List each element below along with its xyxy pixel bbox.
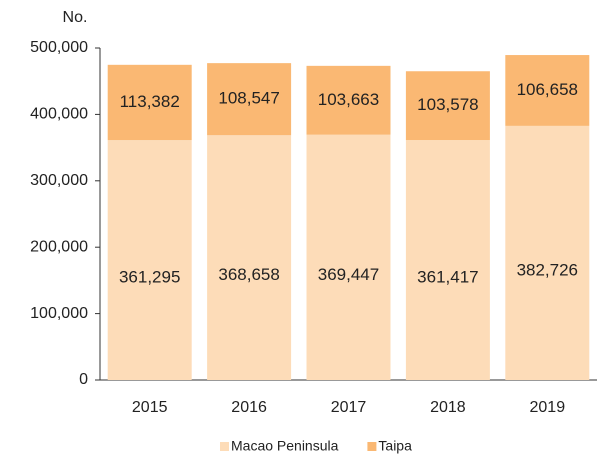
value-label: 369,447: [318, 265, 379, 284]
legend-label: Taipa: [378, 438, 412, 454]
bar-segment: [505, 55, 590, 126]
value-label: 368,658: [218, 265, 279, 284]
value-label: 108,547: [218, 89, 279, 108]
legend-swatch: [367, 442, 377, 451]
bar-segment: [107, 64, 192, 141]
value-label: 103,578: [417, 95, 478, 114]
value-label: 361,417: [417, 267, 478, 286]
bar-segment: [405, 71, 490, 141]
y-tick-label: 400,000: [30, 106, 88, 123]
bar-segment: [405, 140, 490, 380]
x-tick-label: 2018: [430, 399, 466, 416]
y-axis-label: No.: [63, 9, 88, 26]
y-tick-label: 300,000: [30, 172, 88, 189]
value-label: 361,295: [119, 268, 180, 287]
bar-segment: [505, 125, 590, 380]
x-tick-label: 2017: [331, 399, 367, 416]
bar-segment: [207, 135, 292, 380]
y-tick-label: 200,000: [30, 238, 88, 255]
x-tick-label: 2019: [530, 399, 566, 416]
y-tick-label: 100,000: [30, 305, 88, 322]
bar-segment: [306, 134, 391, 380]
value-label: 106,658: [517, 80, 578, 99]
bar-segment: [306, 65, 391, 135]
x-tick-label: 2015: [132, 399, 168, 416]
bar-segment: [207, 63, 292, 136]
value-label: 113,382: [120, 92, 180, 111]
legend-label: Macao Peninsula: [231, 438, 339, 454]
value-label: 382,726: [517, 260, 578, 279]
value-label: 103,663: [318, 90, 379, 109]
legend-swatch: [220, 442, 229, 451]
y-tick-label: 0: [79, 371, 88, 388]
bar-segment: [107, 140, 192, 380]
y-tick-label: 500,000: [30, 39, 88, 56]
x-tick-label: 2016: [231, 399, 267, 416]
